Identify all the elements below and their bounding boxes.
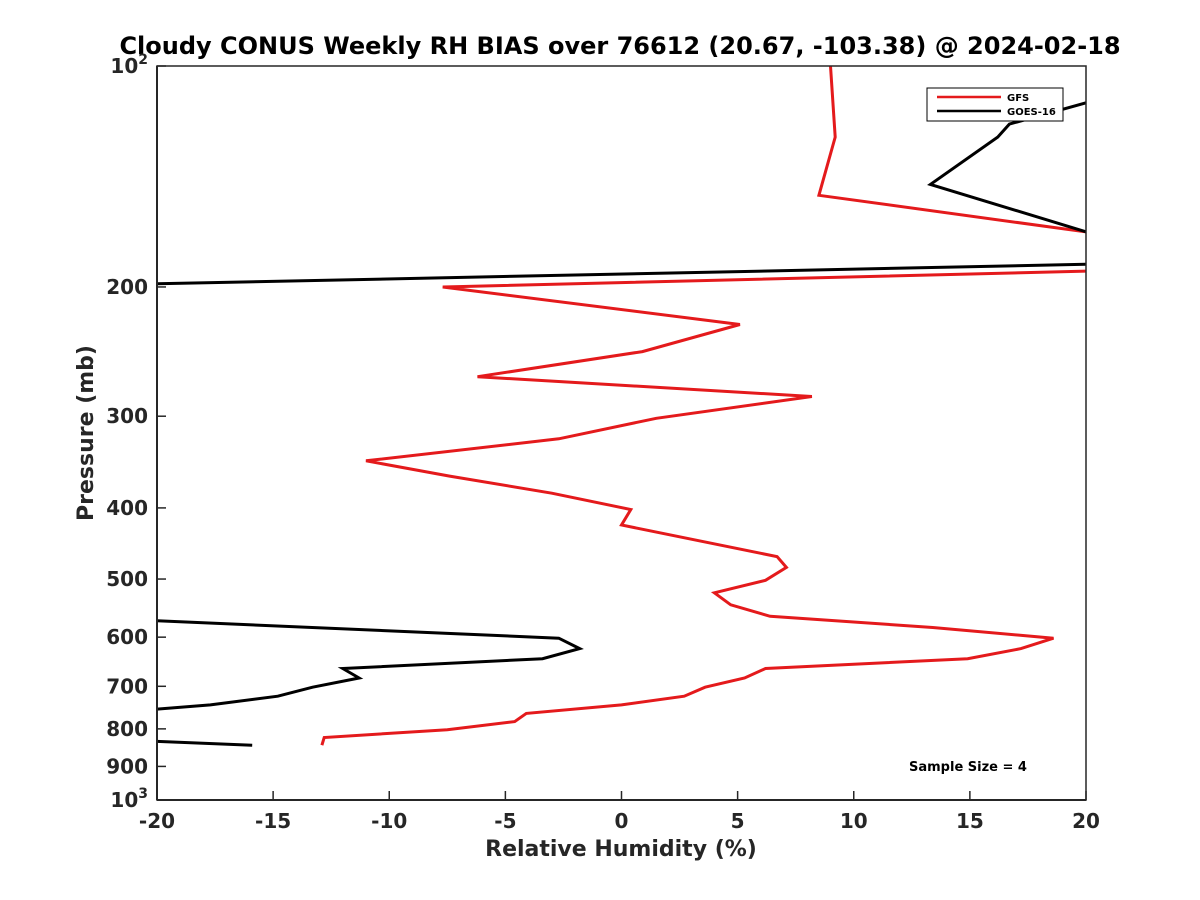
legend-label-gfs: GFS [1007,93,1029,104]
x-tick-label: -10 [371,809,407,833]
series-line-goes16-segment-4 [157,739,253,747]
y-tick-label: 500 [106,567,148,591]
legend-label-goes16: GOES-16 [1007,107,1056,118]
series-line-gfs-segment-2 [320,269,1086,746]
chart-title: Cloudy CONUS Weekly RH BIAS over 76612 (… [119,32,1120,60]
x-tick-label: 0 [615,809,629,833]
series-line-gfs-segment-1 [816,66,1086,234]
y-tick-label: 102 [110,52,148,78]
x-tick-label: 5 [731,809,745,833]
y-tick-label: 400 [106,496,148,520]
series-layer [157,66,1086,747]
series-line-goes16-segment-2 [157,262,1086,286]
x-tick-label: -5 [494,809,516,833]
x-tick-label: 10 [840,809,868,833]
legend: GFS GOES-16 [926,87,1064,122]
x-tick-label: -15 [255,809,291,833]
plot-area [156,65,1087,801]
x-tick-label: -20 [139,809,175,833]
sample-size-annotation: Sample Size = 4 [909,760,1027,775]
y-tick-label: 103 [110,786,148,812]
x-tick-label: 15 [956,809,984,833]
y-tick-label: 600 [106,625,148,649]
y-axis-ticks: 102 200 300 400 500 600 700 800 900 103 [106,52,166,812]
legend-box [926,87,1064,122]
y-tick-label: 700 [106,674,148,698]
y-tick-label: 800 [106,717,148,741]
y-tick-label: 200 [106,275,148,299]
series-line-goes16-segment-3 [157,619,584,711]
x-axis-label: Relative Humidity (%) [485,837,757,862]
x-tick-label: 20 [1072,809,1100,833]
y-tick-label: 300 [106,404,148,428]
x-axis-ticks: -20 -15 -10 -5 0 5 10 15 20 [139,791,1100,833]
y-axis-label: Pressure (mb) [74,345,99,521]
y-tick-label: 900 [106,754,148,778]
